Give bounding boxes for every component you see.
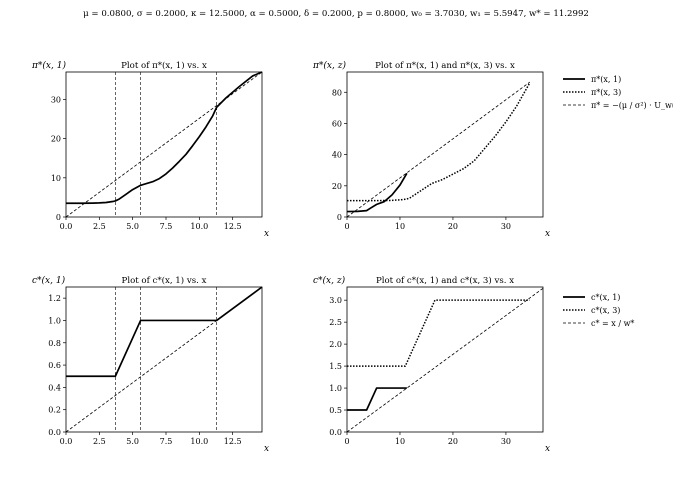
series-line-solid [347,387,407,411]
x-tick-label: 2.5 [93,437,106,446]
y-tick-label: 80 [332,88,342,97]
y-tick-label: 0.6 [48,361,61,370]
y-tick-label: 0 [56,213,61,222]
series-line-solid [66,286,263,378]
x-tick-label: 7.5 [160,222,173,231]
x-tick-label: 10.0 [190,437,208,446]
series-line-solid [346,172,408,213]
y-axis-label: π*(x, z) [312,60,346,71]
x-tick-label: 30 [501,437,511,446]
y-tick-label: 0.8 [48,339,61,348]
y-tick-label: 20 [51,135,61,144]
legend-label: c*(x, 1) [591,293,620,302]
x-axis-label: x [545,444,550,454]
y-tick-label: 1.0 [48,316,61,325]
y-axis-label: c*(x, z) [313,275,346,286]
series-line-dotted [347,82,531,202]
legend-label: c*(x, 3) [591,306,620,315]
figure-suptitle: μ = 0.0800, σ = 0.2000, κ = 12.5000, α =… [83,9,589,19]
x-tick-label: 0 [344,437,349,446]
chart-3: 0.0 2.5 5.0 7.5 10.0 12.5 0.0 0.2 0.4 0.6 0.8 1.0 1.… [32,275,269,454]
series-line-dotted [347,299,530,367]
y-tick-label: 2.0 [329,340,342,349]
x-tick-label: 12.5 [224,222,242,231]
y-tick-label: 1.0 [329,384,342,393]
x-tick-label: 30 [501,222,511,231]
x-axis-label: x [264,444,269,454]
y-axis-label: π*(x, 1) [31,60,66,71]
chart-4: 0 10 20 30 0.0 0.5 1.0 1.5 2.0 2.5 3.0 Plot of c*(x… [313,275,634,454]
plot-frame [65,71,263,218]
y-tick-label: 60 [332,119,342,128]
y-tick-label: 1.2 [48,294,61,303]
chart-title: Plot of c*(x, 1) vs. x [122,275,207,286]
x-tick-label: 2.5 [93,222,106,231]
legend: c*(x, 1) c*(x, 3) c* = x / w* [563,293,634,328]
x-tick-label: 10 [395,222,405,231]
y-tick-label: 10 [51,174,61,183]
chart-2: 0 10 20 30 0 20 40 60 80 Plot of π*(x, 1) and π*(… [312,60,673,239]
legend-label: π* = −(μ / σ²) · U_w(w*) / (w* U_ww(w*))… [591,101,673,110]
series-line-dashed [65,286,263,433]
x-tick-label: 5.0 [126,437,139,446]
chart-title: Plot of c*(x, 1) and c*(x, 3) vs. x [376,275,514,286]
y-tick-label: 40 [332,151,342,160]
y-tick-label: 20 [332,182,342,191]
x-tick-label: 12.5 [224,437,242,446]
y-tick-label: 30 [51,95,61,104]
y-tick-label: 0.0 [329,428,342,437]
legend: π*(x, 1) π*(x, 3) π* = −(μ / σ²) · U_w(w*)… [563,75,673,110]
x-tick-label: 5.0 [126,222,139,231]
series-line-dashed [65,71,263,218]
x-tick-label: 0.0 [60,222,73,231]
y-tick-label: 0 [337,213,342,222]
y-tick-label: 1.5 [329,362,342,371]
x-axis-label: x [545,229,550,239]
y-tick-label: 0.0 [48,428,61,437]
chart-title: Plot of π*(x, 1) vs. x [121,60,207,71]
charts: 0.0 2.5 5.0 7.5 10.0 12.5 0 10 20 30 Plot of π*(x,… [31,60,673,454]
series-line-dashed [346,81,530,218]
y-tick-label: 0.2 [48,406,61,415]
x-tick-label: 10 [395,437,405,446]
y-tick-label: 0.5 [329,406,342,415]
x-tick-label: 20 [448,437,458,446]
x-axis-label: x [264,229,269,239]
plot-frame [346,286,544,433]
chart-1: 0.0 2.5 5.0 7.5 10.0 12.5 0 10 20 30 Plot of π*(x,… [31,60,269,239]
legend-label: π*(x, 1) [591,75,621,84]
x-tick-label: 20 [448,222,458,231]
series-line-solid [66,71,263,205]
y-axis-label: c*(x, 1) [32,275,66,286]
chart-title: Plot of π*(x, 1) and π*(x, 3) vs. x [375,60,515,71]
x-tick-label: 0 [344,222,349,231]
x-tick-label: 0.0 [60,437,73,446]
plot-frame [65,286,263,433]
x-tick-label: 10.0 [190,222,208,231]
plot-frame [346,71,544,218]
series-line-dashed [346,287,544,433]
legend-label: c* = x / w* [591,319,634,328]
y-tick-label: 3.0 [329,296,342,305]
y-tick-label: 0.4 [48,383,61,392]
legend-label: π*(x, 3) [591,88,621,97]
x-tick-label: 7.5 [160,437,173,446]
y-tick-label: 2.5 [329,318,342,327]
